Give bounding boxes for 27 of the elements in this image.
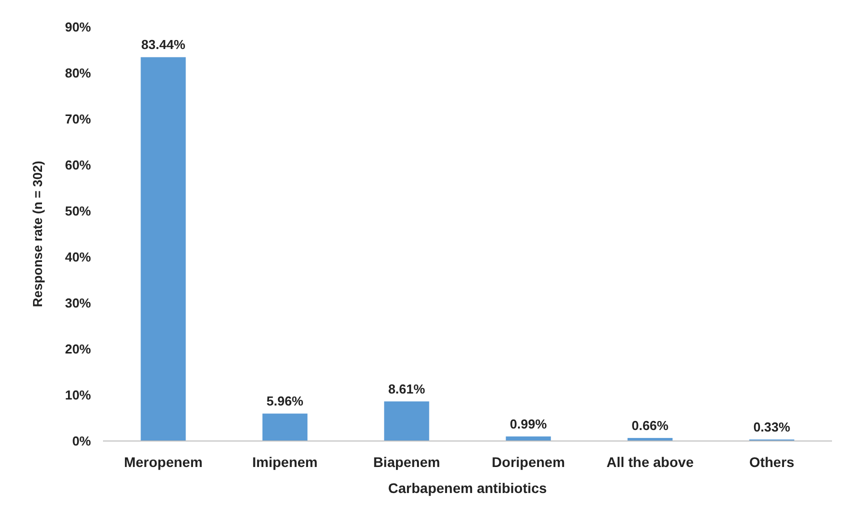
y-tick-label: 20% xyxy=(64,342,92,357)
y-tick-label: 50% xyxy=(64,204,92,219)
data-label: 83.44% xyxy=(141,37,186,52)
y-tick-label: 40% xyxy=(64,250,92,265)
y-tick-label: 30% xyxy=(64,296,92,311)
x-tick-label: Imipenem xyxy=(252,454,318,470)
data-label: 8.61% xyxy=(388,381,426,396)
x-axis-title: Carbapenem antibiotics xyxy=(388,480,548,496)
bar xyxy=(262,414,308,441)
bar xyxy=(140,57,186,441)
x-tick-label: Biapenem xyxy=(373,454,440,470)
data-label: 0.33% xyxy=(753,419,791,434)
x-tick-label: Doripenem xyxy=(492,454,565,470)
data-label: 5.96% xyxy=(266,394,304,409)
x-tick-label: Others xyxy=(749,454,795,470)
y-tick-label: 70% xyxy=(64,112,92,127)
y-axis-title: Response rate (n = 302) xyxy=(30,160,45,308)
y-tick-label: 10% xyxy=(64,388,92,403)
y-tick-label: 60% xyxy=(64,158,92,173)
x-tick-label: All the above xyxy=(606,454,694,470)
data-label: 0.99% xyxy=(510,416,548,432)
data-label: 0.66% xyxy=(632,418,669,433)
y-tick-label: 0% xyxy=(72,434,92,449)
bar xyxy=(384,401,430,441)
x-tick-label: Meropenem xyxy=(124,454,203,470)
y-tick-label: 90% xyxy=(64,20,92,35)
y-tick-label: 80% xyxy=(64,66,92,81)
